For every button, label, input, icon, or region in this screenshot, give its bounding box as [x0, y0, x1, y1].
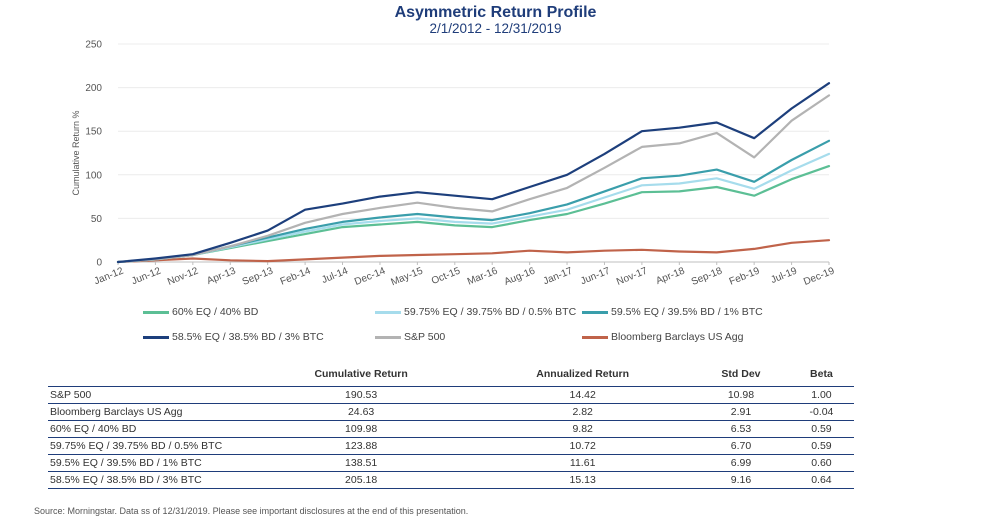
table-header-beta: Beta: [810, 368, 833, 380]
series-line: [116, 239, 831, 264]
legend-item: 59.75% EQ / 39.75% BD / 0.5% BTC: [375, 306, 576, 318]
legend-label: 58.5% EQ / 38.5% BD / 3% BTC: [172, 331, 324, 343]
x-tick-label: Dec-19: [802, 265, 836, 287]
x-tick-label: Jan-17: [542, 265, 575, 287]
chart-title: Asymmetric Return Profile: [394, 4, 597, 21]
y-tick-label: 0: [96, 258, 102, 269]
table-cell-value: 190.53: [250, 386, 473, 404]
table-cell-value: 138.51: [250, 454, 473, 472]
legend-item: 59.5% EQ / 39.5% BD / 1% BTC: [582, 306, 763, 318]
x-tick-label: Dec-14: [353, 265, 387, 287]
table-cell-value: 24.63: [250, 403, 473, 421]
table-header-annualized-return: Annualized Return: [536, 368, 630, 380]
table-cell-value: 6.70: [693, 437, 789, 455]
table-cell-value: 9.16: [693, 471, 789, 489]
x-tick-label: Feb-14: [279, 265, 313, 287]
table-cell-portfolio: Bloomberg Barclays US Agg: [48, 403, 250, 421]
series-line: [116, 152, 831, 264]
legend-item: 60% EQ / 40% BD: [143, 306, 258, 318]
y-tick-label: 200: [85, 83, 102, 94]
x-tick-label: Jul-19: [769, 265, 799, 286]
table-header-std-dev: Std Dev: [721, 368, 761, 380]
legend-item: 58.5% EQ / 38.5% BD / 3% BTC: [143, 331, 324, 343]
table-cell-value: 15.13: [472, 471, 694, 489]
legend-item: Bloomberg Barclays US Agg: [582, 331, 743, 343]
x-tick-label: Oct-15: [430, 265, 462, 287]
x-tick-label: Nov-17: [615, 265, 649, 287]
x-tick-label: Sep-18: [690, 265, 724, 287]
table-row: 58.5% EQ / 38.5% BD / 3% BTC 205.18 15.13 9…: [48, 471, 854, 489]
x-tick-label: Mar-16: [466, 265, 500, 287]
y-axis-label: Cumulative Return %: [71, 110, 81, 195]
legend-swatch: [375, 335, 401, 339]
legend-swatch: [143, 310, 169, 314]
x-tick-label: Jun-12: [130, 265, 163, 287]
x-tick-label: Nov-12: [166, 265, 200, 287]
y-tick-label: 150: [85, 127, 102, 138]
table-cell-value: -0.04: [788, 403, 854, 421]
x-tick-label: Jul-14: [320, 265, 350, 286]
x-tick-label: Apr-13: [205, 265, 237, 287]
source-note: Source: Morningstar. Data ss of 12/31/20…: [34, 506, 469, 516]
x-tick-label: Sep-13: [241, 265, 275, 287]
table-cell-value: 0.64: [788, 471, 854, 489]
table-cell-value: 10.98: [693, 386, 789, 404]
table-header-cumulative-return: Cumulative Return: [314, 368, 408, 380]
series-line: [116, 82, 831, 264]
x-tick-label: May-15: [389, 265, 424, 288]
table-cell-value: 0.59: [788, 420, 854, 438]
legend-label: 60% EQ / 40% BD: [172, 306, 259, 318]
chart-subtitle: 2/1/2012 - 12/31/2019: [429, 21, 562, 36]
table-cell-value: 6.53: [693, 420, 789, 438]
table-row: 59.75% EQ / 39.75% BD / 0.5% BTC 123.88 10…: [48, 437, 854, 455]
table-row: 60% EQ / 40% BD 109.98 9.82 6.53 0.59: [48, 420, 854, 438]
table-cell-value: 205.18: [250, 471, 473, 489]
table-cell-value: 109.98: [250, 420, 473, 438]
table-cell-portfolio: 59.5% EQ / 39.5% BD / 1% BTC: [48, 454, 250, 472]
table-cell-value: 10.72: [472, 437, 694, 455]
table-cell-value: 1.00: [788, 386, 854, 404]
table-cell-value: 2.82: [472, 403, 694, 421]
table-row: Bloomberg Barclays US Agg 24.63 2.82 2.91 -0…: [48, 403, 854, 421]
legend-swatch: [582, 335, 608, 339]
y-tick-label: 250: [85, 40, 102, 51]
line-chart: 0 50 100 150 200 250 Cumulative Return % Jan-12…: [71, 40, 837, 289]
table-header-row: Cumulative Return Annualized Return Std …: [48, 362, 854, 387]
table-row: 59.5% EQ / 39.5% BD / 1% BTC 138.51 11.61 6…: [48, 454, 854, 472]
y-tick-label: 50: [91, 214, 103, 225]
legend-swatch: [143, 335, 169, 339]
table-body: S&P 500 190.53 14.42 10.98 1.00 Bloomberg Bar…: [48, 386, 854, 489]
table-header-blank: [48, 362, 250, 387]
legend-label: Bloomberg Barclays US Agg: [611, 331, 744, 343]
table-cell-value: 0.59: [788, 437, 854, 455]
table-cell-value: 14.42: [472, 386, 694, 404]
table-cell-value: 123.88: [250, 437, 473, 455]
statistics-table: Cumulative Return Annualized Return Std …: [48, 362, 854, 489]
y-tick-label: 100: [85, 170, 102, 181]
x-tick-label: Aug-16: [503, 265, 537, 287]
x-tick-label: Feb-19: [728, 265, 762, 287]
legend-label: 59.75% EQ / 39.75% BD / 0.5% BTC: [404, 306, 577, 318]
legend-item: S&P 500: [375, 331, 445, 343]
table-cell-portfolio: 60% EQ / 40% BD: [48, 420, 250, 438]
x-tick-label: Jun-17: [579, 265, 612, 287]
table-cell-value: 6.99: [693, 454, 789, 472]
table-cell-value: 9.82: [472, 420, 694, 438]
legend-label: S&P 500: [404, 331, 446, 343]
table-cell-portfolio: 58.5% EQ / 38.5% BD / 3% BTC: [48, 471, 250, 489]
x-tick-label: Jan-12: [93, 265, 126, 287]
legend-label: 59.5% EQ / 39.5% BD / 1% BTC: [611, 306, 763, 318]
table-cell-portfolio: S&P 500: [48, 386, 250, 404]
table-cell-value: 2.91: [693, 403, 789, 421]
x-tick-label: Apr-18: [654, 265, 686, 287]
series-line: [116, 94, 831, 264]
table-row: S&P 500 190.53 14.42 10.98 1.00: [48, 386, 854, 404]
table-cell-value: 11.61: [472, 454, 694, 472]
legend-swatch: [582, 310, 608, 314]
legend-swatch: [375, 310, 401, 314]
table-cell-value: 0.60: [788, 454, 854, 472]
table-cell-portfolio: 59.75% EQ / 39.75% BD / 0.5% BTC: [48, 437, 250, 455]
